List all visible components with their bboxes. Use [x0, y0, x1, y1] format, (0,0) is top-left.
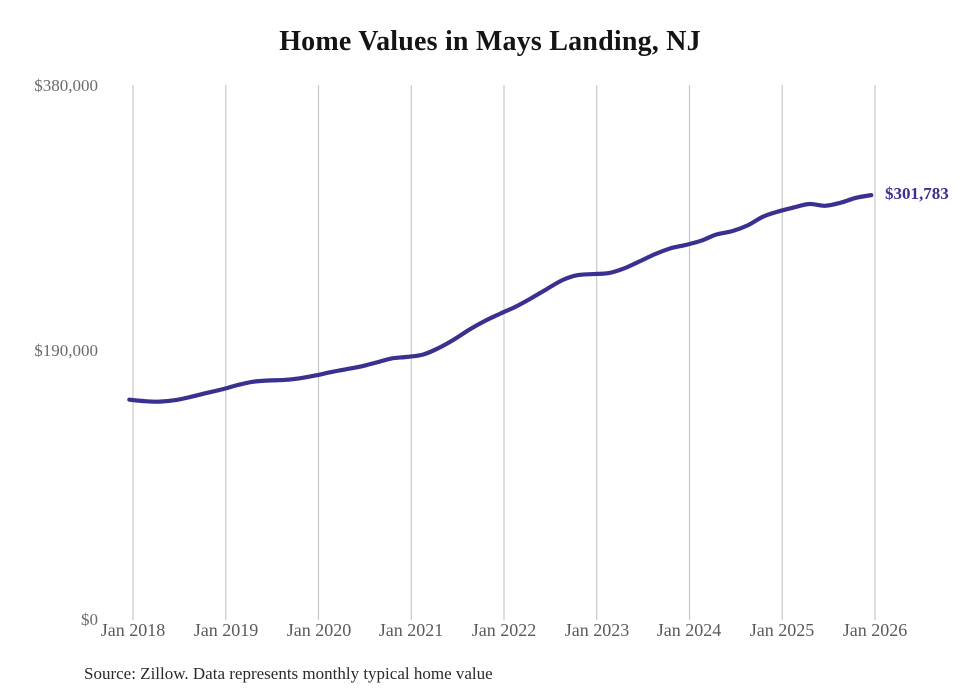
x-axis-tick-label-jan-2022: Jan 2022: [471, 620, 537, 640]
x-axis-tick-label-jan-2018: Jan 2018: [100, 620, 166, 640]
x-axis-tick-label-jan-2024: Jan 2024: [656, 620, 722, 640]
y-axis-tick-label-0: $0: [81, 610, 98, 629]
y-axis-tick-label-190000: $190,000: [34, 341, 98, 360]
data-series-line: [127, 193, 874, 404]
x-axis-tick-label-jan-2023: Jan 2023: [564, 620, 630, 640]
x-axis-tick-label-jan-2025: Jan 2025: [749, 620, 815, 640]
chart-title: Home Values in Mays Landing, NJ: [279, 26, 701, 57]
gridlines-group: [132, 85, 876, 620]
x-axis-tick-label-jan-2021: Jan 2021: [378, 620, 444, 640]
x-axis-tick-label-jan-2019: Jan 2019: [193, 620, 259, 640]
end-value-annotation: $301,783: [885, 184, 949, 204]
y-axis-tick-label-380000: $380,000: [34, 76, 98, 95]
x-axis-tick-label-jan-2020: Jan 2020: [286, 620, 352, 640]
source-note: Source: Zillow. Data represents monthly …: [84, 664, 493, 683]
x-axis-tick-label-jan-2026: Jan 2026: [842, 620, 908, 640]
